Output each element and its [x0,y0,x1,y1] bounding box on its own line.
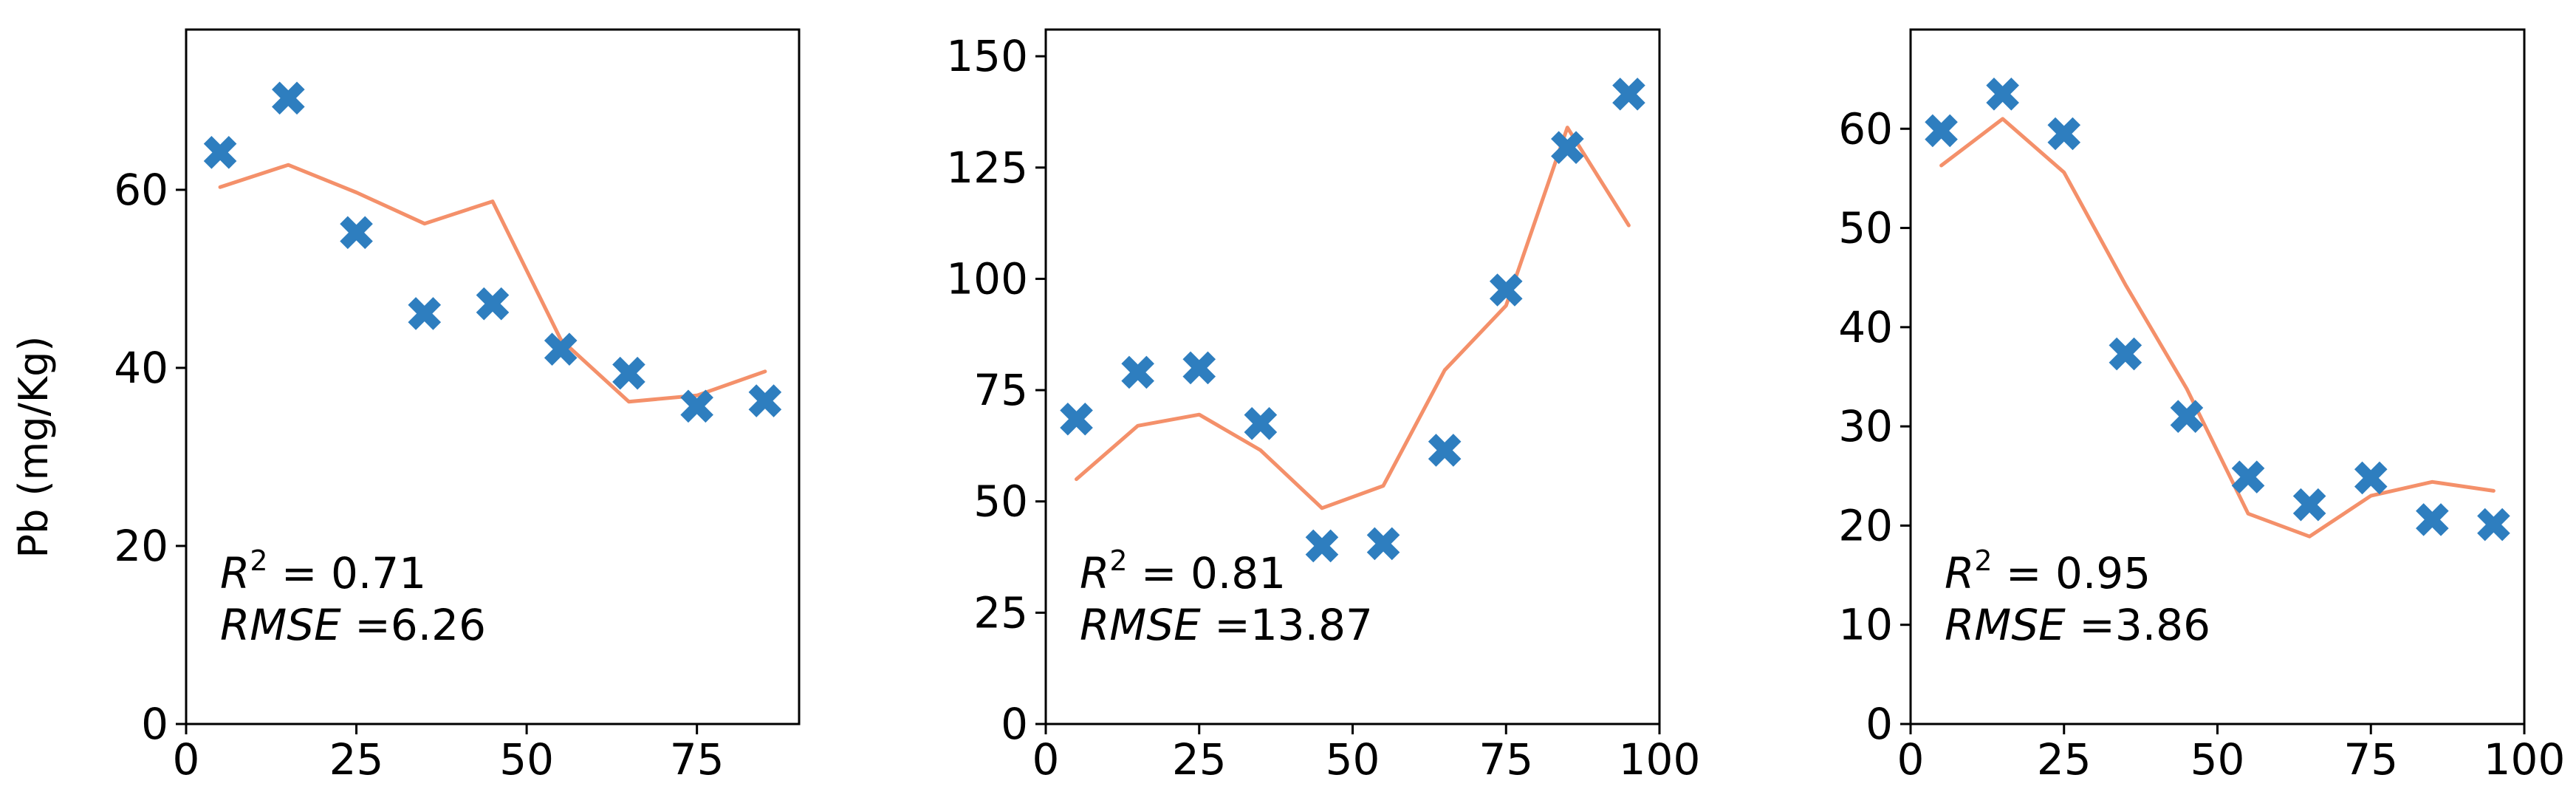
observed-point [1428,434,1462,467]
observed-point [1612,78,1645,111]
axes-frame [1044,28,1661,725]
y-tick-label: 50 [1838,203,1893,253]
y-tick-label: 75 [973,365,1028,415]
y-tick-label: 150 [946,31,1028,81]
r2-label: R [1080,548,1109,598]
r2-label: R [1945,548,1974,598]
rmse-value: =13.87 [1201,600,1373,650]
observed-point [680,389,713,423]
x-tick-label: 0 [1032,734,1060,785]
rmse-value: =3.86 [2066,600,2210,650]
rmse-annotation: RMSE =6.26 [220,600,486,650]
y-tick-label: 125 [946,143,1028,193]
predicted-line [218,163,767,404]
observed-point [748,384,782,417]
observed-point [2231,460,2265,493]
r2-annotation: R2 = 0.95 [1945,544,2151,598]
r2-value: = 0.95 [1993,548,2151,598]
r2-superscript: 2 [1974,544,1992,577]
observed-point [1121,355,1154,389]
observed-point [1551,131,1584,164]
y-tick-label: 60 [114,165,168,215]
x-tick-label: 50 [499,734,554,785]
observed-point [1489,273,1523,307]
observed-point [1305,529,1339,563]
r2-annotation: R2 = 0.71 [220,544,426,598]
r2-value: = 0.81 [1128,548,1287,598]
y-tick-label: 0 [141,699,168,749]
x-tick-label: 75 [2343,734,2398,785]
observed-point [1986,77,2019,111]
observed-point [476,287,510,321]
y-tick-label: 30 [1838,401,1893,451]
x-tick-label: 75 [1479,734,1533,785]
observed-point [2047,117,2081,151]
y-tick-label: 100 [946,253,1028,304]
r2-superscript: 2 [1109,544,1127,577]
rmse-annotation: RMSE =13.87 [1080,600,1373,650]
x-tick-label: 0 [173,734,200,785]
y-tick-label: 40 [1838,302,1893,352]
observed-point [2170,400,2204,434]
x-tick-label: 0 [1897,734,1925,785]
observed-point [544,332,578,366]
observed-point [340,216,373,250]
observed-point [1366,527,1400,561]
observed-point [2109,337,2142,371]
r2-superscript: 2 [250,544,267,577]
y-tick-label: 25 [973,587,1028,638]
y-tick-label: 20 [1838,500,1893,550]
x-tick-label: 100 [1619,734,1701,785]
x-tick-label: 75 [670,734,724,785]
y-tick-label: 60 [1838,103,1893,154]
x-tick-label: 25 [2037,734,2092,785]
x-tick-label: 25 [1172,734,1227,785]
y-tick-label: 50 [973,477,1028,527]
observed-point [612,356,645,390]
x-tick-label: 50 [1326,734,1380,785]
r2-value: = 0.71 [268,548,427,598]
observed-point [1060,402,1093,436]
y-tick-label: 0 [1866,699,1893,749]
observed-point [1925,114,1958,148]
r2-label: R [220,548,250,598]
x-tick-label: 25 [329,734,384,785]
r2-annotation: R2 = 0.81 [1080,544,1286,598]
axes-frame [1909,28,2526,725]
rmse-label: RMSE [1945,600,2066,650]
observed-point [2292,488,2326,522]
observed-point [1244,406,1278,440]
rmse-annotation: RMSE =3.86 [1945,600,2210,650]
y-tick-label: 20 [114,521,168,571]
y-tick-label: 40 [114,343,168,393]
observed-point [408,297,442,330]
predicted-line [1075,126,1631,510]
rmse-label: RMSE [1080,600,1201,650]
observed-point [2416,503,2449,536]
observed-point [2477,508,2510,542]
predicted-line [1939,117,2496,539]
panel-2: 0 25 50 75 100 0 25 50 75 100 125 150 R2 = 0.81RMSE … [946,28,1701,785]
x-tick-label: 50 [2190,734,2245,785]
x-tick-label: 100 [2484,734,2566,785]
rmse-value: =6.26 [341,600,486,650]
observed-point [1182,351,1216,385]
observed-point [272,81,305,115]
rmse-label: RMSE [220,600,341,650]
axes-frame [185,28,801,725]
y-tick-label: 10 [1838,600,1893,650]
y-tick-label: 0 [1001,699,1028,749]
y-axis-label: Pb (mg/Kg) [10,336,57,559]
observed-point [2354,461,2388,495]
observed-point [203,136,237,169]
